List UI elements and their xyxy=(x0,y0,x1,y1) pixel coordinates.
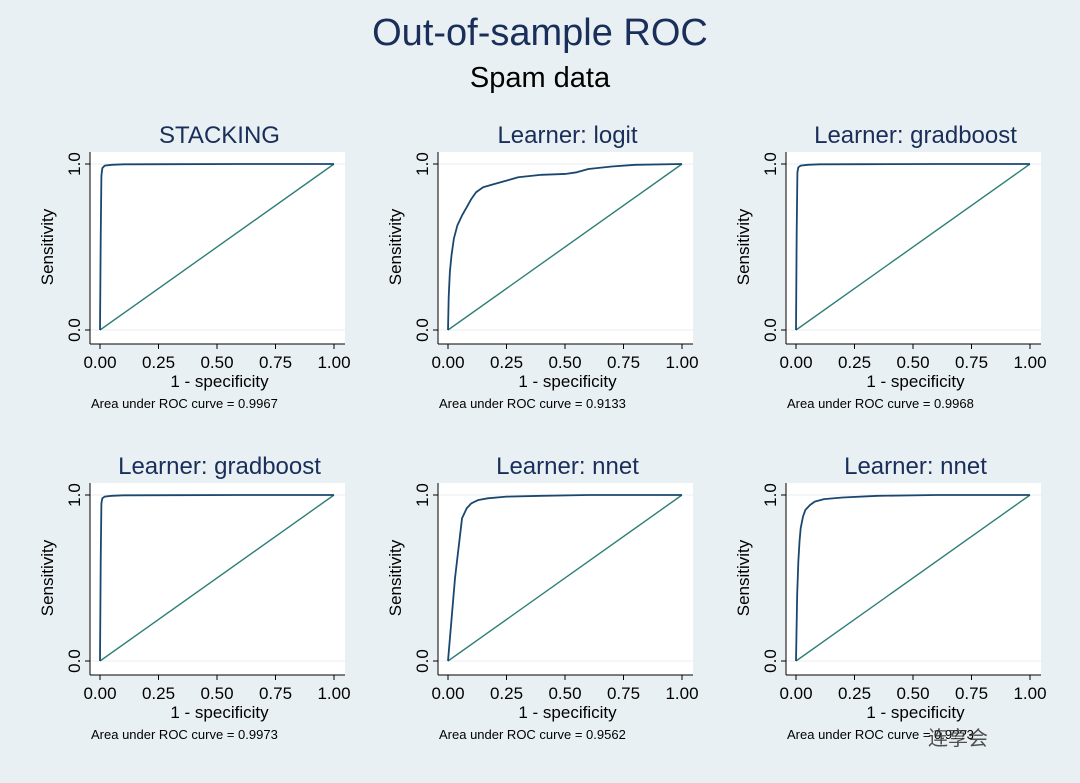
x-tick-label: 1.00 xyxy=(1013,684,1046,703)
x-axis-label: 1 - specificity xyxy=(518,703,617,722)
x-tick-label: 1.00 xyxy=(665,684,698,703)
x-tick-label: 1.00 xyxy=(317,684,350,703)
panel-title: Learner: logit xyxy=(497,122,637,149)
y-tick-label: 0.0 xyxy=(413,318,432,342)
plot-area xyxy=(786,152,1041,344)
x-tick-label: 0.50 xyxy=(548,353,581,372)
auc-note: Area under ROC curve = 0.9967 xyxy=(91,396,278,411)
x-tick-label: 1.00 xyxy=(665,353,698,372)
roc-curve-line xyxy=(795,163,1030,331)
x-tick-label: 0.25 xyxy=(490,353,523,372)
roc-curve-line xyxy=(795,494,1030,662)
y-axis-label: Sensitivity xyxy=(38,539,57,616)
roc-curve-line xyxy=(99,163,334,331)
plot-area xyxy=(90,152,345,344)
y-axis-label: Sensitivity xyxy=(734,208,753,285)
x-tick-label: 0.00 xyxy=(431,353,464,372)
y-tick-label: 1.0 xyxy=(65,483,84,507)
y-tick-label: 0.0 xyxy=(65,318,84,342)
x-tick-label: 0.50 xyxy=(200,353,233,372)
x-tick-label: 0.00 xyxy=(779,353,812,372)
x-axis-label: 1 - specificity xyxy=(170,703,269,722)
y-tick-label: 0.0 xyxy=(65,649,84,673)
roc-curve-line xyxy=(447,163,683,331)
auc-note: Area under ROC curve = 0.9562 xyxy=(439,727,626,742)
x-tick-label: 0.75 xyxy=(607,684,640,703)
reference-diagonal-line xyxy=(795,494,1031,662)
panel-title: STACKING xyxy=(159,122,280,149)
y-tick-label: 1.0 xyxy=(761,152,780,176)
plot-area xyxy=(786,483,1041,675)
watermark: 连享会 xyxy=(928,726,988,750)
panel-title: Learner: gradboost xyxy=(118,453,321,480)
x-tick-label: 0.75 xyxy=(607,353,640,372)
x-tick-label: 0.50 xyxy=(548,684,581,703)
y-tick-label: 0.0 xyxy=(761,649,780,673)
x-tick-label: 0.75 xyxy=(259,684,292,703)
roc-panel-4: Learner: gradboost 0.00 0.25 0.50 0.75 1.00 0.… xyxy=(38,453,351,742)
x-tick-label: 0.00 xyxy=(83,353,116,372)
y-tick-label: 0.0 xyxy=(413,649,432,673)
x-tick-label: 0.25 xyxy=(142,353,175,372)
plot-area xyxy=(90,483,345,675)
x-tick-label: 0.25 xyxy=(490,684,523,703)
x-tick-label: 0.75 xyxy=(955,684,988,703)
y-tick-label: 1.0 xyxy=(65,152,84,176)
roc-curve-line xyxy=(99,494,334,662)
reference-diagonal-line xyxy=(795,163,1031,331)
x-tick-label: 0.50 xyxy=(896,684,929,703)
y-axis-label: Sensitivity xyxy=(38,208,57,285)
roc-panel-2: Learner: logit 0.00 0.25 0.50 0.75 1.00 0.0 1.0… xyxy=(386,122,699,411)
roc-panel-5: Learner: nnet 0.00 0.25 0.50 0.75 1.00 0.0 1.0 1… xyxy=(386,453,699,742)
y-tick-label: 1.0 xyxy=(761,483,780,507)
x-tick-label: 0.50 xyxy=(200,684,233,703)
reference-diagonal-line xyxy=(447,494,683,662)
y-axis-label: Sensitivity xyxy=(734,539,753,616)
panel-title: Learner: nnet xyxy=(496,453,639,480)
x-tick-label: 0.75 xyxy=(259,353,292,372)
x-tick-label: 0.25 xyxy=(838,353,871,372)
reference-diagonal-line xyxy=(99,494,335,662)
plot-area xyxy=(438,483,693,675)
x-tick-label: 0.50 xyxy=(896,353,929,372)
x-tick-label: 0.00 xyxy=(779,684,812,703)
x-tick-label: 0.00 xyxy=(431,684,464,703)
page-subtitle: Spam data xyxy=(469,62,611,94)
reference-diagonal-line xyxy=(447,163,683,331)
auc-note: Area under ROC curve = 0.9968 xyxy=(787,396,974,411)
y-axis-label: Sensitivity xyxy=(386,539,405,616)
reference-diagonal-line xyxy=(99,163,335,331)
y-tick-label: 1.0 xyxy=(413,483,432,507)
x-tick-label: 0.25 xyxy=(838,684,871,703)
x-axis-label: 1 - specificity xyxy=(866,372,965,391)
x-axis-label: 1 - specificity xyxy=(866,703,965,722)
y-tick-label: 1.0 xyxy=(413,152,432,176)
auc-note: Area under ROC curve = 0.9??3 xyxy=(787,727,974,742)
x-tick-label: 0.00 xyxy=(83,684,116,703)
roc-panel-6: Learner: nnet 0.00 0.25 0.50 0.75 1.00 0.0 1.0 1… xyxy=(734,453,1047,742)
panel-title: Learner: nnet xyxy=(844,453,987,480)
y-tick-label: 0.0 xyxy=(761,318,780,342)
roc-panel-3: Learner: gradboost 0.00 0.25 0.50 0.75 1.00 0.… xyxy=(734,122,1047,411)
auc-note: Area under ROC curve = 0.9133 xyxy=(439,396,626,411)
page-title: Out-of-sample ROC xyxy=(372,12,708,54)
roc-curve-line xyxy=(447,494,682,662)
y-axis-label: Sensitivity xyxy=(386,208,405,285)
x-axis-label: 1 - specificity xyxy=(518,372,617,391)
x-tick-label: 0.75 xyxy=(955,353,988,372)
x-tick-label: 1.00 xyxy=(317,353,350,372)
x-tick-label: 0.25 xyxy=(142,684,175,703)
x-axis-label: 1 - specificity xyxy=(170,372,269,391)
roc-panel-1: STACKING 0.00 0.25 0.50 0.75 1.00 0.0 1.0 1 - sp… xyxy=(38,122,351,411)
plot-area xyxy=(438,152,693,344)
auc-note: Area under ROC curve = 0.9973 xyxy=(91,727,278,742)
panel-title: Learner: gradboost xyxy=(814,122,1017,149)
x-tick-label: 1.00 xyxy=(1013,353,1046,372)
